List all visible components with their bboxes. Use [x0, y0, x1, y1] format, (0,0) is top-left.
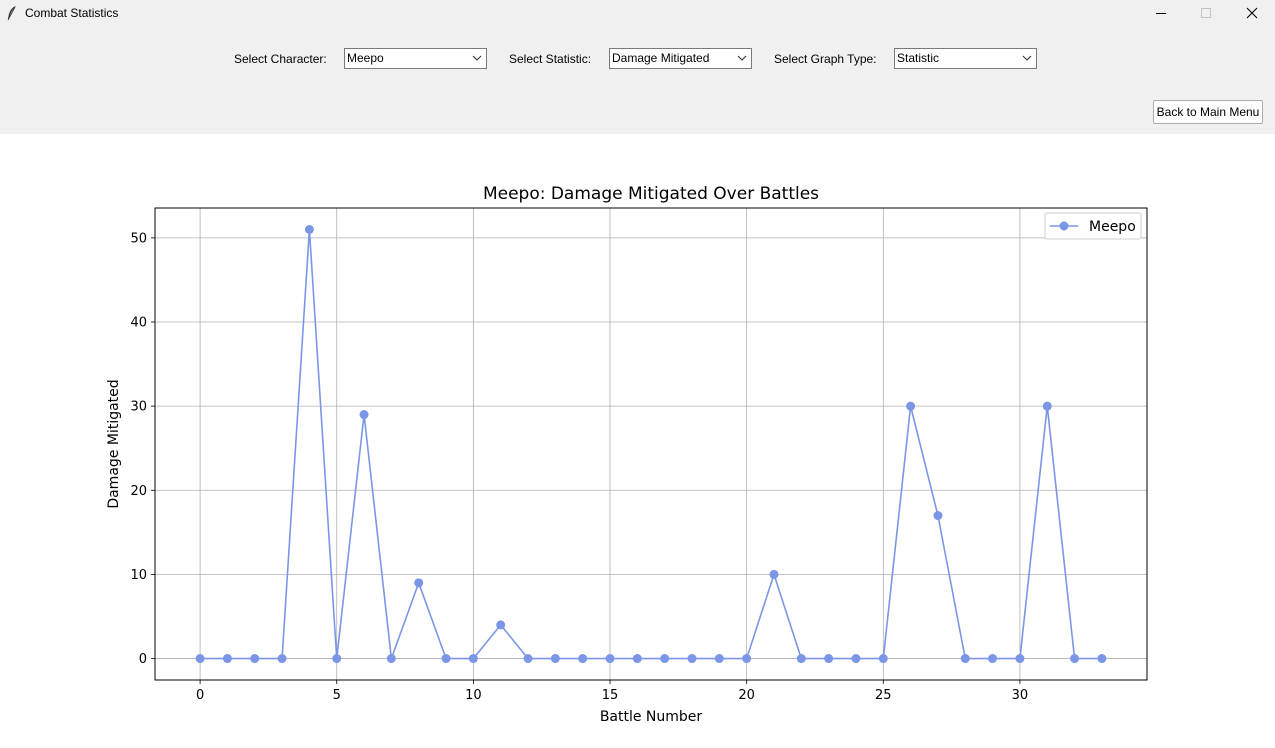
- data-point: [250, 654, 260, 664]
- statistic-select-value: Damage Mitigated: [612, 51, 710, 65]
- data-point: [824, 654, 834, 664]
- close-button[interactable]: [1229, 0, 1274, 26]
- graph-type-select-value: Statistic: [897, 51, 940, 65]
- data-point: [414, 578, 424, 588]
- graph-type-select[interactable]: Statistic: [894, 48, 1037, 69]
- maximize-icon: [1200, 8, 1211, 18]
- x-tick-label: 30: [1012, 688, 1029, 703]
- character-select[interactable]: Meepo: [344, 48, 487, 69]
- y-tick-label: 20: [130, 484, 147, 499]
- data-point: [933, 511, 943, 521]
- minimize-button[interactable]: [1138, 0, 1183, 26]
- chevron-down-icon: [1022, 55, 1032, 61]
- data-point: [988, 654, 998, 664]
- series-line: [200, 229, 1102, 660]
- x-tick-label: 25: [875, 688, 892, 703]
- data-point: [578, 654, 588, 664]
- feather-icon: [7, 6, 16, 21]
- minimize-icon: [1155, 13, 1166, 14]
- data-point: [550, 654, 560, 664]
- chevron-down-icon: [737, 55, 747, 61]
- y-tick-label: 40: [130, 316, 147, 331]
- close-icon: [1246, 7, 1257, 19]
- legend: Meepo: [1044, 212, 1142, 240]
- data-point: [332, 654, 342, 664]
- y-tick-label: 10: [130, 568, 147, 583]
- statistic-select[interactable]: Damage Mitigated: [609, 48, 752, 69]
- data-point: [496, 620, 506, 630]
- data-point: [714, 654, 724, 664]
- title-bar: Combat Statistics: [0, 0, 1275, 26]
- x-tick-label: 10: [465, 688, 482, 703]
- data-point: [960, 654, 970, 664]
- maximize-button[interactable]: [1183, 0, 1228, 26]
- data-point: [386, 654, 396, 664]
- data-point: [195, 654, 205, 664]
- x-tick-label: 0: [196, 688, 204, 703]
- legend-label: Meepo: [1089, 219, 1136, 235]
- y-tick-label: 50: [130, 231, 147, 246]
- legend-marker: [1059, 221, 1069, 231]
- y-tick-label: 0: [139, 652, 147, 667]
- data-point: [605, 654, 615, 664]
- data-point: [851, 654, 861, 664]
- data-point: [796, 654, 806, 664]
- statistic-label: Select Statistic:: [509, 52, 592, 66]
- data-point: [660, 654, 670, 664]
- y-tick-label: 30: [130, 400, 147, 415]
- x-tick-label: 5: [333, 688, 341, 703]
- data-point: [906, 401, 916, 411]
- data-point: [878, 654, 888, 664]
- window-title: Combat Statistics: [25, 6, 119, 20]
- data-point: [441, 654, 451, 664]
- data-point: [304, 224, 314, 234]
- back-to-main-menu-button[interactable]: Back to Main Menu: [1153, 100, 1263, 124]
- character-select-value: Meepo: [347, 51, 384, 65]
- data-point: [687, 654, 697, 664]
- data-point: [1042, 401, 1052, 411]
- control-panel: Select Character: Meepo Select Statistic…: [0, 26, 1275, 134]
- chart-title: Meepo: Damage Mitigated Over Battles: [483, 184, 819, 204]
- x-axis-label: Battle Number: [600, 709, 703, 725]
- graph-type-label: Select Graph Type:: [774, 52, 877, 66]
- data-point: [277, 654, 287, 664]
- y-axis-label: Damage Mitigated: [106, 379, 122, 508]
- data-point: [1070, 654, 1080, 664]
- data-point: [523, 654, 533, 664]
- chevron-down-icon: [472, 55, 482, 61]
- data-point: [359, 410, 369, 420]
- data-point: [632, 654, 642, 664]
- grid: [155, 208, 1147, 680]
- data-point: [1015, 654, 1025, 664]
- data-point: [222, 654, 232, 664]
- data-point: [769, 569, 779, 579]
- axis-ticks: 0 5 10 15 20 25 30 0 10 20 30 40 50: [130, 231, 1028, 703]
- x-tick-label: 15: [602, 688, 619, 703]
- chart-area: 0 5 10 15 20 25 30 0 10 20 30 40 50 Meepo: Damage Mi…: [0, 134, 1275, 748]
- character-label: Select Character:: [234, 52, 327, 66]
- legend-box: [1044, 212, 1142, 240]
- x-tick-label: 20: [738, 688, 755, 703]
- line-chart: 0 5 10 15 20 25 30 0 10 20 30 40 50 Meepo: Damage Mi…: [106, 184, 1148, 725]
- data-point: [468, 654, 478, 664]
- data-point: [1097, 654, 1107, 664]
- plot-frame: [154, 207, 1148, 681]
- data-point: [742, 654, 752, 664]
- series-meepo: [195, 224, 1107, 664]
